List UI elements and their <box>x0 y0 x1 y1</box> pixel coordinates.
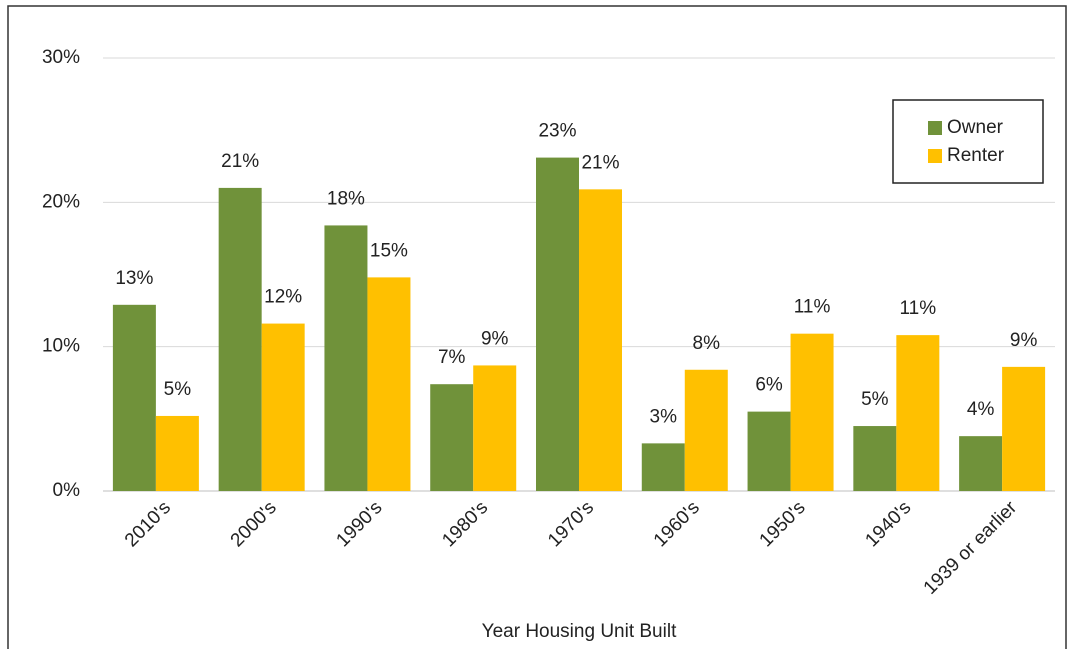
x-tick-label: 1960's <box>650 497 704 551</box>
x-tick-label: 1970's <box>544 497 598 551</box>
legend-swatch <box>928 149 942 163</box>
y-tick-label: 30% <box>42 47 80 68</box>
bar <box>367 277 411 491</box>
data-label: 21% <box>581 152 619 173</box>
y-tick-label: 0% <box>53 480 81 501</box>
data-label: 6% <box>755 375 783 396</box>
x-tick-label: 1990's <box>332 497 386 551</box>
chart-frame <box>7 5 1067 649</box>
data-label: 5% <box>861 389 889 410</box>
bar <box>324 225 368 491</box>
data-label: 8% <box>693 333 721 354</box>
data-label: 13% <box>115 268 153 289</box>
bar <box>579 189 622 492</box>
bar <box>747 411 791 491</box>
bar <box>112 304 156 491</box>
bar <box>1002 366 1046 491</box>
bar <box>261 323 305 491</box>
data-label: 11% <box>900 298 937 319</box>
x-tick-label: 2000's <box>227 497 281 551</box>
data-label: 11% <box>794 297 831 318</box>
bar <box>959 436 1003 491</box>
bar <box>853 426 897 491</box>
bar <box>536 157 579 491</box>
data-label: 5% <box>164 379 192 400</box>
data-label: 15% <box>370 240 408 261</box>
bar <box>430 384 474 491</box>
data-label: 9% <box>481 328 509 349</box>
data-label: 12% <box>264 287 302 308</box>
data-label: 7% <box>438 347 466 368</box>
data-label: 9% <box>1010 330 1038 351</box>
x-tick-label: 1940's <box>861 497 915 551</box>
data-label: 4% <box>967 399 995 420</box>
y-tick-label: 20% <box>42 191 80 212</box>
bar <box>790 333 834 491</box>
x-tick-label: 1939 or earlier <box>920 497 1022 599</box>
legend-label: Owner <box>947 117 1004 138</box>
data-label: 18% <box>327 188 365 209</box>
bar <box>641 443 685 491</box>
bar <box>896 335 940 491</box>
x-tick-label: 2010's <box>121 497 175 551</box>
bar <box>473 365 517 491</box>
y-tick-label: 10% <box>42 336 80 357</box>
data-label: 21% <box>221 151 259 172</box>
data-label: 3% <box>650 406 678 427</box>
x-axis-title: Year Housing Unit Built <box>482 621 677 642</box>
bar <box>218 187 262 491</box>
x-tick-label: 1950's <box>756 497 810 551</box>
data-label: 23% <box>538 121 576 142</box>
legend-box <box>892 99 1044 184</box>
x-tick-label: 1980's <box>438 497 492 551</box>
bar <box>155 415 199 491</box>
legend-label: Renter <box>947 145 1005 166</box>
bar <box>684 369 728 491</box>
legend-swatch <box>928 121 942 135</box>
